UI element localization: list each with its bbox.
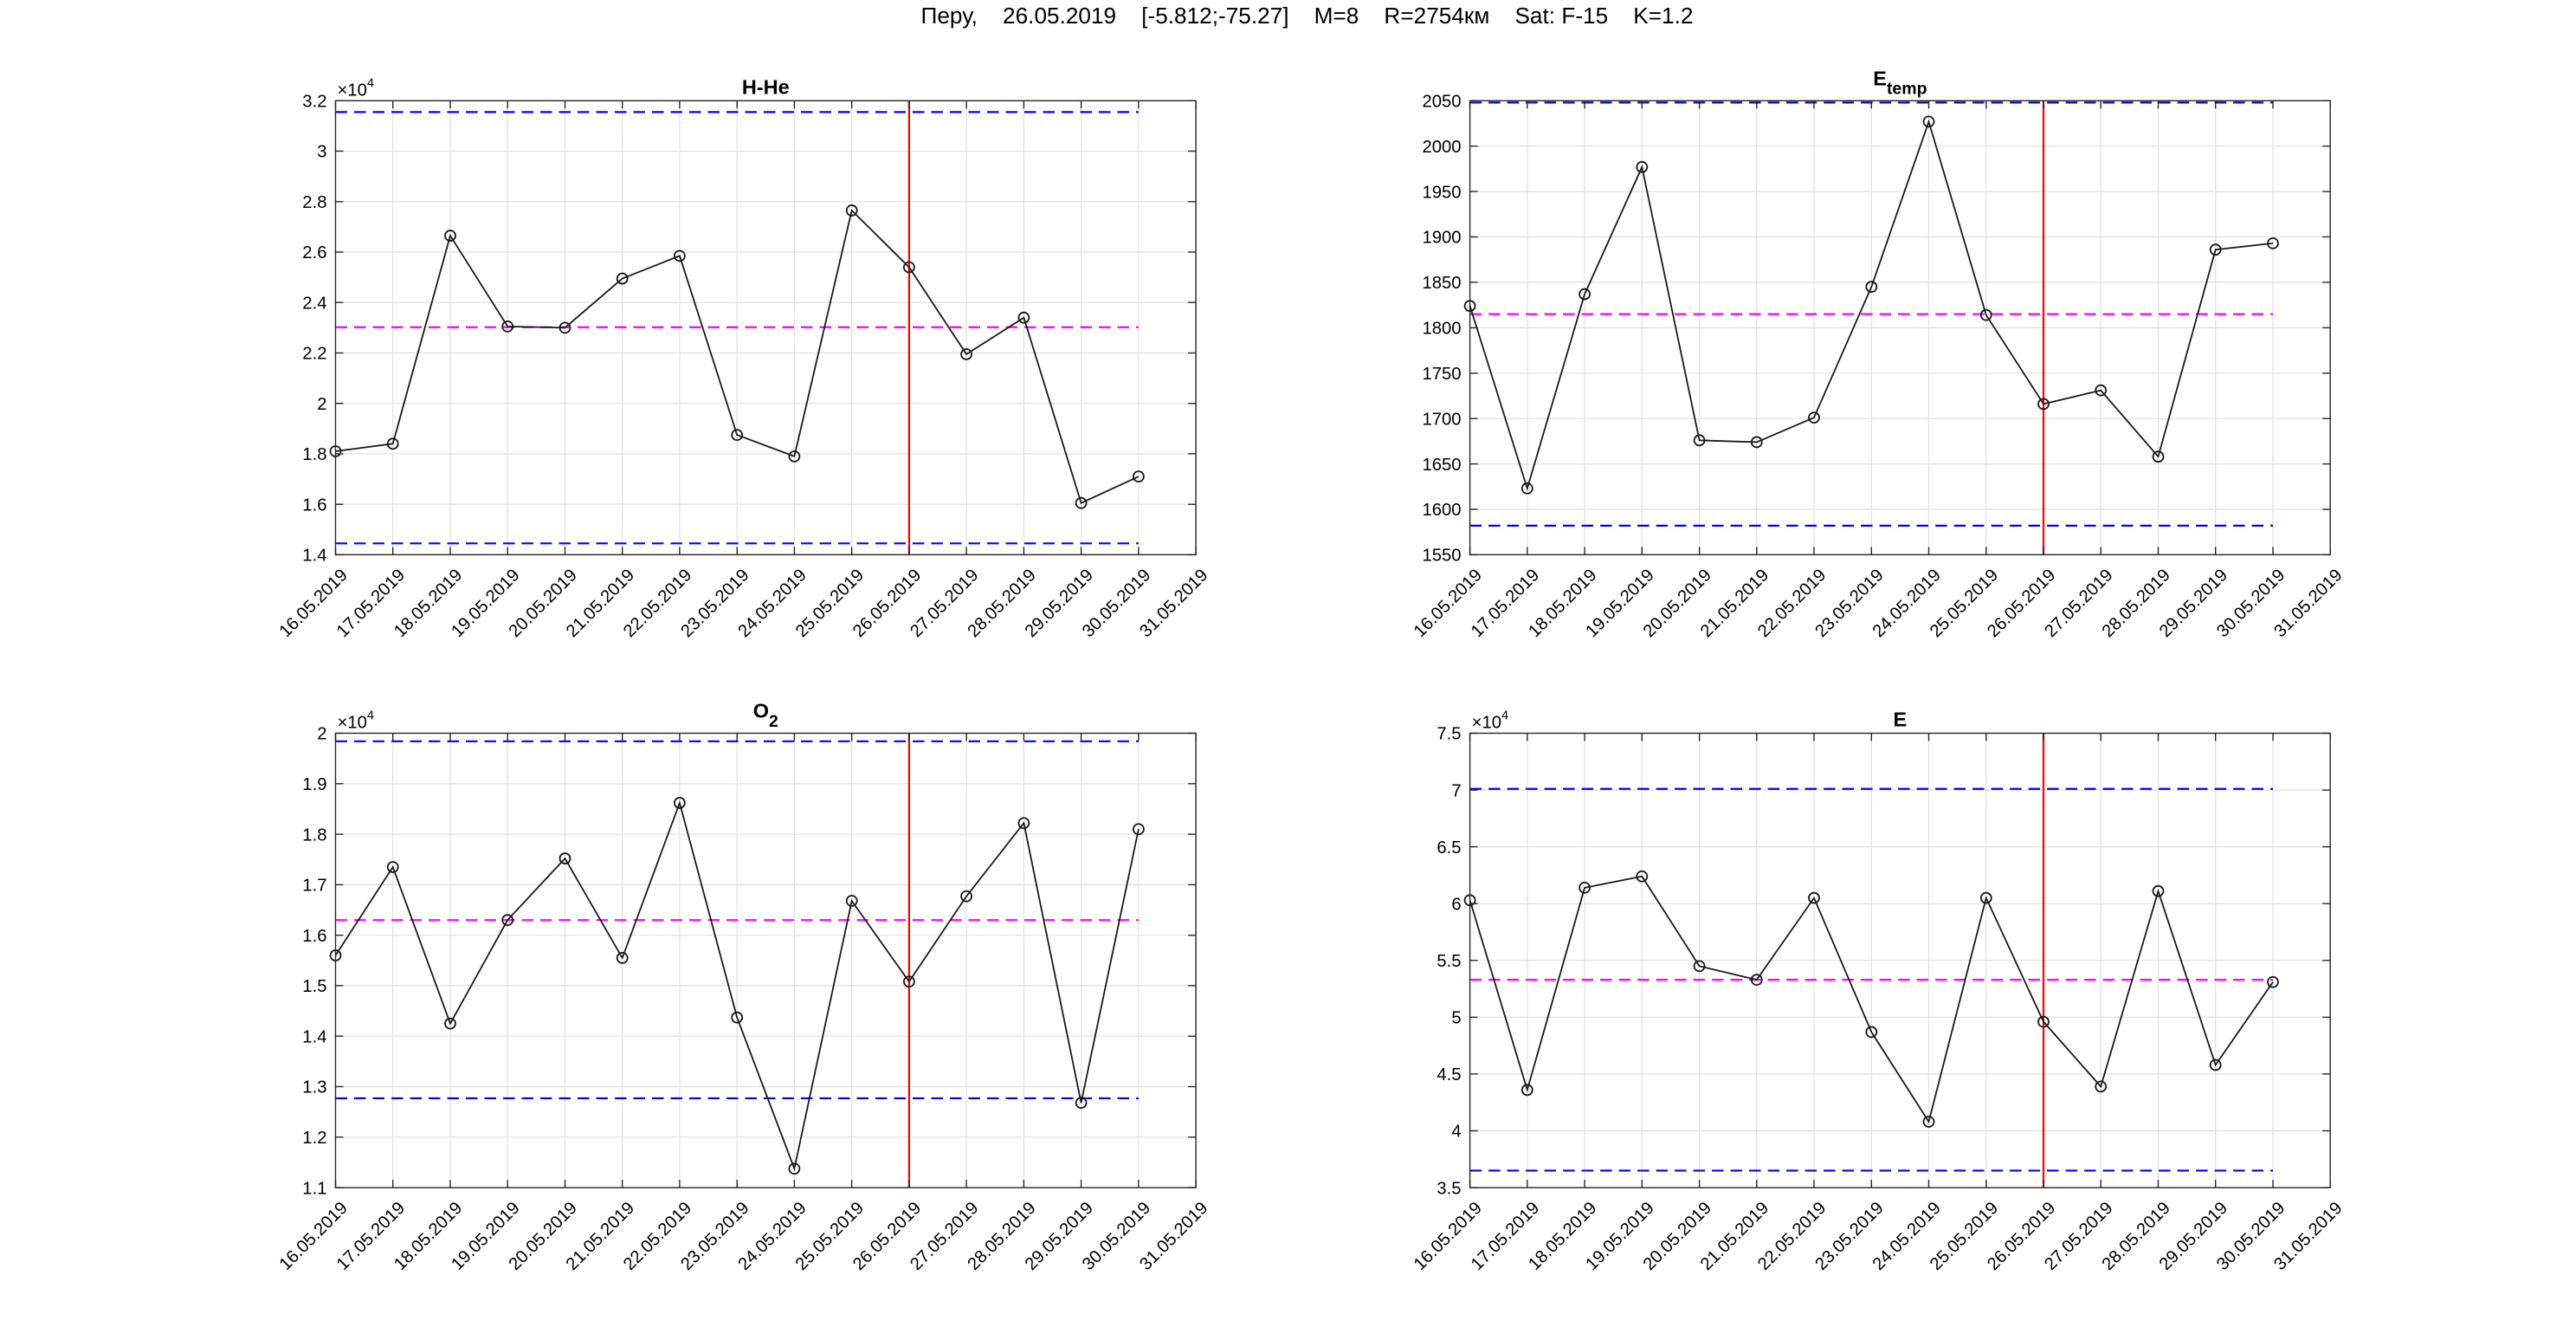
svg-text:1.1: 1.1 bbox=[302, 1179, 326, 1198]
svg-text:H-He: H-He bbox=[742, 75, 790, 98]
svg-text:1850: 1850 bbox=[1422, 274, 1461, 293]
svg-text:1750: 1750 bbox=[1422, 365, 1461, 384]
svg-text:1650: 1650 bbox=[1422, 456, 1461, 475]
svg-text:1600: 1600 bbox=[1422, 501, 1461, 520]
svg-text:1.2: 1.2 bbox=[302, 1129, 326, 1148]
svg-text:Перу, 26.05.2019 [-5.812: Перу, 26.05.2019 [-5.812;-75.27] M=8 R=2… bbox=[921, 3, 1694, 29]
svg-text:3.5: 3.5 bbox=[1436, 1179, 1461, 1198]
svg-text:5: 5 bbox=[1451, 1009, 1461, 1028]
svg-text:1.4: 1.4 bbox=[302, 1027, 326, 1046]
svg-text:2: 2 bbox=[317, 395, 326, 414]
svg-text:1550: 1550 bbox=[1422, 547, 1461, 566]
svg-text:2: 2 bbox=[317, 725, 326, 744]
svg-text:1700: 1700 bbox=[1422, 410, 1461, 429]
svg-text:2000: 2000 bbox=[1422, 138, 1461, 157]
svg-text:1900: 1900 bbox=[1422, 229, 1461, 248]
svg-text:1.6: 1.6 bbox=[302, 927, 326, 946]
svg-text:3.2: 3.2 bbox=[302, 93, 326, 112]
svg-text:1.7: 1.7 bbox=[302, 877, 326, 896]
svg-text:1.8: 1.8 bbox=[302, 445, 326, 464]
svg-text:2.2: 2.2 bbox=[302, 345, 326, 364]
svg-text:1.8: 1.8 bbox=[302, 825, 326, 845]
svg-text:7.5: 7.5 bbox=[1436, 725, 1461, 744]
svg-text:7: 7 bbox=[1451, 781, 1461, 800]
svg-text:6.5: 6.5 bbox=[1436, 838, 1461, 858]
svg-text:6: 6 bbox=[1451, 895, 1461, 914]
svg-text:2050: 2050 bbox=[1422, 93, 1461, 112]
svg-text:1.3: 1.3 bbox=[302, 1078, 326, 1097]
svg-text:1800: 1800 bbox=[1422, 320, 1461, 339]
svg-text:4: 4 bbox=[1451, 1123, 1461, 1142]
svg-text:5.5: 5.5 bbox=[1436, 952, 1461, 971]
svg-text:1.5: 1.5 bbox=[302, 977, 326, 996]
svg-text:2.4: 2.4 bbox=[302, 294, 326, 313]
svg-text:4.5: 4.5 bbox=[1436, 1065, 1461, 1084]
svg-text:1.4: 1.4 bbox=[302, 547, 326, 566]
svg-text:1.6: 1.6 bbox=[302, 495, 326, 515]
svg-text:1.9: 1.9 bbox=[302, 775, 326, 794]
svg-text:2.6: 2.6 bbox=[302, 243, 326, 262]
svg-text:3: 3 bbox=[317, 143, 326, 162]
svg-text:2.8: 2.8 bbox=[302, 193, 326, 212]
svg-text:E: E bbox=[1894, 709, 1908, 731]
svg-text:1950: 1950 bbox=[1422, 183, 1461, 202]
